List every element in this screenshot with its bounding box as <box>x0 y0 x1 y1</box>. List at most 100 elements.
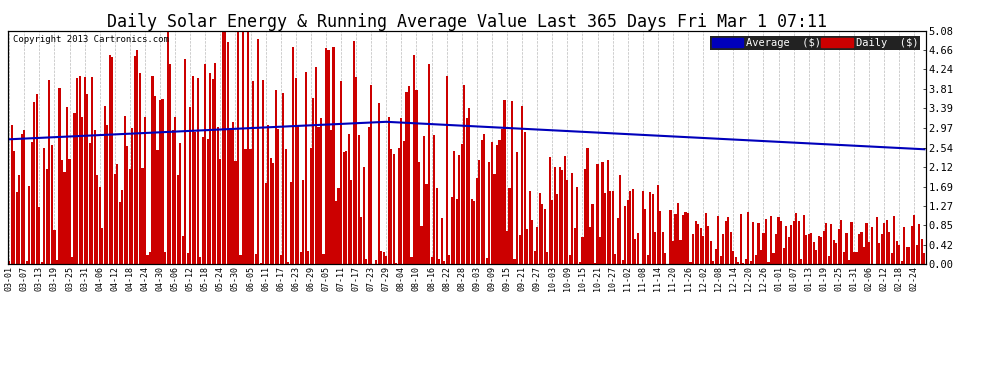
Bar <box>73 113 75 264</box>
Bar <box>765 219 767 264</box>
Bar <box>617 218 619 264</box>
Bar <box>612 191 614 264</box>
Bar <box>259 262 261 264</box>
Bar <box>455 199 457 264</box>
Bar <box>285 149 287 264</box>
Bar <box>644 209 646 264</box>
Bar <box>735 256 737 264</box>
Bar <box>78 76 80 264</box>
Bar <box>192 76 194 264</box>
Bar <box>684 212 687 264</box>
Bar <box>310 148 312 264</box>
Bar <box>738 262 740 264</box>
Bar <box>790 225 792 264</box>
Bar <box>463 85 465 264</box>
Bar <box>478 160 480 264</box>
Bar <box>772 253 774 264</box>
Bar <box>911 226 913 264</box>
Bar <box>26 261 28 264</box>
Bar <box>468 108 470 264</box>
Bar <box>635 239 637 264</box>
Bar <box>116 164 119 264</box>
Bar <box>614 254 616 264</box>
Bar <box>385 256 387 264</box>
Bar <box>343 152 345 264</box>
Bar <box>465 118 468 264</box>
Bar <box>142 168 144 264</box>
Bar <box>511 100 513 264</box>
Bar <box>225 31 227 264</box>
Bar <box>715 249 717 264</box>
Bar <box>279 255 282 264</box>
Bar <box>486 258 488 264</box>
Bar <box>496 145 498 264</box>
Bar <box>388 117 390 264</box>
Bar <box>441 218 443 264</box>
Bar <box>506 231 508 264</box>
Bar <box>574 228 576 264</box>
Bar <box>760 250 762 264</box>
Bar <box>214 63 217 264</box>
Bar <box>921 239 923 264</box>
Bar <box>166 31 168 264</box>
Bar <box>569 255 571 264</box>
Bar <box>230 129 232 264</box>
Bar <box>151 76 153 264</box>
Bar <box>390 149 392 264</box>
Bar <box>604 194 606 264</box>
Bar <box>217 127 219 264</box>
Bar <box>29 186 31 264</box>
Bar <box>144 117 146 264</box>
Bar <box>257 39 259 264</box>
Bar <box>504 100 506 264</box>
Bar <box>826 223 828 264</box>
Bar <box>148 252 151 264</box>
Bar <box>682 215 684 264</box>
Bar <box>134 56 136 264</box>
Bar <box>853 252 855 264</box>
Bar <box>132 128 134 264</box>
Bar <box>448 255 450 264</box>
Bar <box>677 203 679 264</box>
Bar <box>875 217 878 264</box>
Bar <box>352 41 354 264</box>
Bar <box>197 78 199 264</box>
Bar <box>803 215 805 264</box>
Bar <box>458 155 460 264</box>
Bar <box>847 260 850 264</box>
Bar <box>287 262 289 264</box>
Bar <box>171 130 173 264</box>
Bar <box>99 187 101 264</box>
Bar <box>777 217 780 264</box>
Bar <box>34 102 36 264</box>
Bar <box>498 140 501 264</box>
Bar <box>782 248 785 264</box>
Bar <box>697 224 699 264</box>
Bar <box>55 260 58 264</box>
Bar <box>66 106 68 264</box>
Bar <box>868 242 870 264</box>
Bar <box>544 209 545 264</box>
Bar <box>712 261 714 264</box>
Bar <box>264 183 266 264</box>
Bar <box>292 47 294 264</box>
Bar <box>747 213 749 264</box>
Bar <box>71 258 73 264</box>
Bar <box>800 259 802 264</box>
Bar <box>537 227 539 264</box>
Bar <box>561 170 563 264</box>
Bar <box>375 260 377 264</box>
Bar <box>524 132 526 264</box>
Bar <box>798 221 800 264</box>
Bar <box>147 255 148 264</box>
Bar <box>651 194 654 264</box>
Bar <box>842 252 845 264</box>
Bar <box>41 262 43 264</box>
Bar <box>106 125 108 264</box>
Bar <box>805 235 807 264</box>
Bar <box>104 106 106 264</box>
Bar <box>664 253 666 264</box>
Bar <box>556 194 558 264</box>
Bar <box>883 223 885 264</box>
Bar <box>913 214 916 264</box>
